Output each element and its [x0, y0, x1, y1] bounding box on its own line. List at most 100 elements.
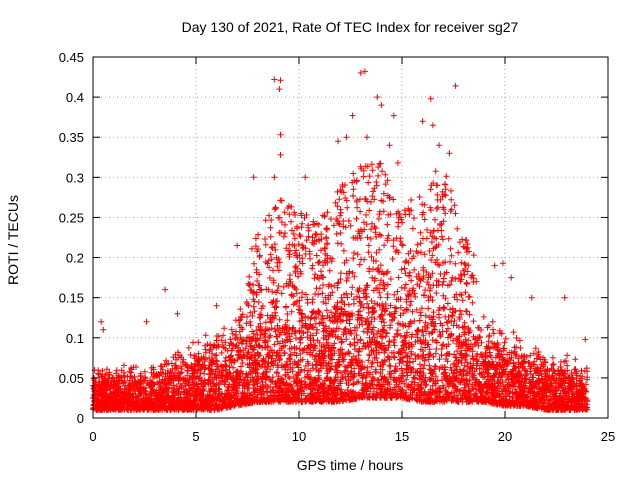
data-point — [339, 298, 346, 304]
data-point — [278, 290, 285, 297]
data-point — [353, 379, 360, 386]
data-point — [126, 386, 133, 393]
data-point — [501, 339, 508, 346]
data-point — [260, 383, 267, 390]
data-point — [400, 373, 407, 380]
data-point — [376, 246, 383, 253]
data-point — [536, 391, 543, 398]
data-point — [411, 375, 418, 382]
data-point — [359, 321, 366, 328]
data-point — [363, 388, 370, 395]
data-point — [300, 329, 307, 336]
data-point — [329, 289, 336, 296]
data-point — [351, 365, 358, 372]
data-point — [444, 282, 451, 289]
data-point — [356, 285, 363, 292]
data-point — [365, 357, 372, 364]
data-point — [451, 351, 458, 358]
data-point — [443, 269, 450, 276]
data-point — [290, 301, 297, 308]
data-point — [450, 337, 456, 344]
data-point — [276, 267, 282, 274]
data-point — [274, 287, 281, 294]
data-point — [208, 366, 215, 373]
data-point — [460, 387, 467, 394]
data-point — [429, 337, 436, 343]
data-point — [556, 371, 562, 378]
data-point — [348, 291, 355, 298]
data-point — [234, 368, 241, 375]
data-point — [383, 270, 390, 277]
data-point — [553, 405, 559, 412]
data-point — [384, 291, 391, 297]
data-point — [262, 319, 269, 326]
data-point — [104, 366, 110, 373]
data-point — [341, 301, 348, 308]
data-point — [185, 344, 192, 351]
data-point — [306, 382, 313, 389]
data-point — [375, 265, 382, 272]
data-point — [365, 309, 372, 316]
data-point — [453, 357, 460, 364]
data-point — [422, 312, 429, 319]
data-point — [466, 311, 473, 318]
data-point — [433, 290, 440, 297]
data-point — [213, 352, 220, 358]
data-point — [210, 380, 217, 387]
data-point — [368, 341, 375, 348]
data-point — [425, 281, 432, 288]
data-point — [267, 366, 274, 373]
data-point — [387, 276, 394, 282]
data-point — [478, 371, 484, 378]
data-point — [490, 330, 497, 337]
data-point — [253, 291, 260, 298]
data-point — [442, 369, 449, 376]
data-point — [328, 309, 335, 316]
data-point — [140, 395, 147, 402]
data-point — [151, 370, 158, 377]
data-point — [470, 356, 477, 363]
data-point — [420, 379, 427, 386]
data-point — [232, 335, 239, 341]
data-point — [368, 298, 375, 304]
data-point — [247, 318, 254, 325]
data-points — [90, 68, 591, 413]
data-point — [377, 363, 384, 370]
data-point — [313, 330, 320, 337]
data-point — [235, 351, 242, 358]
data-point — [502, 335, 509, 342]
data-point — [479, 374, 486, 381]
data-point — [479, 354, 485, 361]
data-point — [378, 318, 385, 325]
data-point — [503, 377, 509, 383]
data-point — [508, 370, 515, 376]
data-point — [344, 274, 351, 281]
data-point — [356, 261, 363, 268]
data-point — [273, 333, 280, 340]
data-point — [195, 339, 202, 346]
data-point — [307, 344, 314, 351]
data-point — [316, 285, 323, 292]
data-point — [359, 393, 366, 400]
data-point — [353, 332, 360, 339]
data-point — [380, 381, 387, 388]
data-point — [456, 324, 462, 331]
data-point — [299, 255, 306, 262]
data-point — [311, 343, 318, 350]
data-point — [346, 320, 353, 327]
data-point — [357, 336, 364, 343]
data-point — [433, 282, 440, 289]
data-point — [319, 290, 326, 297]
data-point — [342, 367, 349, 374]
data-point — [457, 366, 464, 373]
data-point — [438, 397, 445, 404]
data-point — [239, 359, 246, 366]
data-point — [297, 350, 304, 357]
data-point — [343, 270, 350, 277]
data-point — [508, 354, 515, 361]
data-point — [258, 305, 265, 312]
data-point — [256, 314, 263, 321]
data-point — [403, 296, 410, 303]
data-point — [343, 290, 350, 297]
data-point — [264, 344, 271, 351]
